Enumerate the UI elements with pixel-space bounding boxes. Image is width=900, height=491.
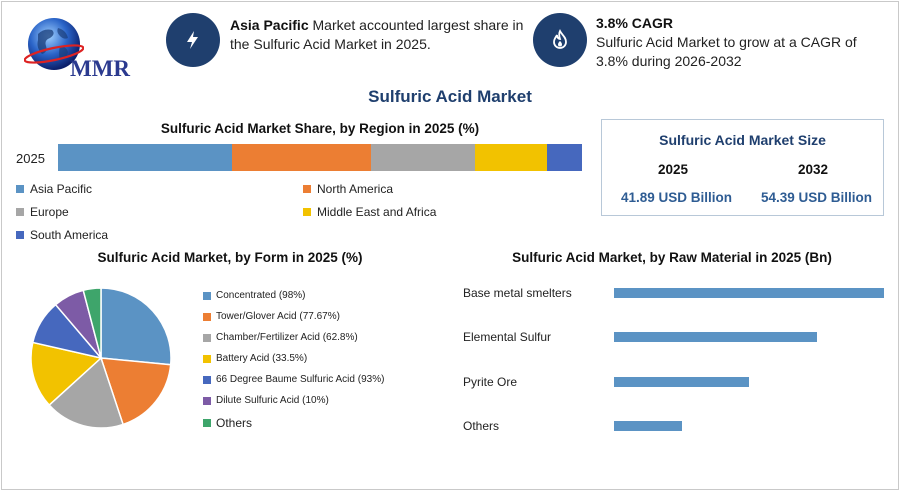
raw-bar-others (614, 421, 682, 431)
raw-label-others: Others (463, 419, 500, 433)
form-pie-chart (30, 287, 172, 429)
bar-segment-asia-pacific (58, 144, 233, 171)
pie-legend-item-chamber-fertilizer-acid-62-8: Chamber/Fertilizer Acid (62.8%) (203, 332, 358, 343)
region-highlight-text: Asia Pacific Market accounted largest sh… (230, 16, 530, 54)
pie-slice-chamber-fertilizer-acid-62-8 (48, 356, 125, 429)
legend-label: Chamber/Fertilizer Acid (62.8%) (216, 332, 358, 343)
cagr-title: 3.8% CAGR (596, 15, 674, 31)
legend-swatch (16, 208, 24, 216)
pie-legend-item-66-degree-baume-sulfuric-acid-93: 66 Degree Baume Sulfuric Acid (93%) (203, 374, 384, 385)
legend-swatch (203, 291, 211, 300)
legend-item-north-america: North America (303, 182, 393, 196)
legend-label: Others (216, 416, 253, 430)
pie-slice-others (82, 287, 102, 359)
legend-label: Battery Acid (33.5%) (216, 353, 308, 364)
lightning-icon (166, 13, 220, 67)
raw-bar-elemental-sulfur (614, 332, 817, 342)
legend-label: Concentrated (98%) (216, 290, 306, 301)
legend-label: 66 Degree Baume Sulfuric Acid (93%) (216, 374, 385, 385)
legend-swatch (16, 185, 24, 193)
cagr-text: Sulfuric Acid Market to grow at a CAGR o… (596, 34, 857, 69)
legend-item-asia-pacific: Asia Pacific (16, 182, 92, 196)
raw-label-base-metal-smelters: Base metal smelters (463, 286, 572, 300)
legend-label: South America (30, 228, 109, 242)
form-chart-title: Sulfuric Acid Market, by Form in 2025 (%… (97, 250, 363, 265)
legend-label: Europe (30, 205, 69, 219)
size-year-2025: 2025 (658, 162, 689, 177)
bar-segment-middle-east-and-africa (475, 144, 547, 171)
pie-legend-item-concentrated-98: Concentrated (98%) (203, 290, 306, 301)
legend-swatch (203, 333, 211, 342)
flame-icon (533, 13, 587, 67)
pie-slice-battery-acid-33-5 (30, 341, 103, 407)
legend-swatch (16, 231, 24, 239)
pie-legend-item-dilute-sulfuric-acid-10: Dilute Sulfuric Acid (10%) (203, 395, 329, 406)
legend-item-south-america: South America (16, 228, 108, 242)
legend-label: Middle East and Africa (317, 205, 437, 219)
legend-swatch (203, 312, 211, 321)
legend-item-europe: Europe (16, 205, 69, 219)
legend-swatch (203, 375, 211, 384)
raw-chart-title: Sulfuric Acid Market, by Raw Material in… (512, 250, 832, 265)
size-value-2025: 41.89 USD Billion (621, 190, 733, 205)
main-title: Sulfuric Acid Market (368, 87, 532, 106)
size-year-2032: 2032 (798, 162, 829, 177)
pie-slice-tower-glover-acid-77-67 (99, 357, 172, 426)
legend-label: North America (317, 182, 394, 196)
legend-swatch (303, 208, 311, 216)
region-year-label: 2025 (16, 151, 45, 166)
region-stacked-bar (58, 144, 582, 171)
market-size-box: Sulfuric Acid Market Size 2025 2032 41.8… (601, 119, 884, 216)
logo-text: MMR (70, 56, 131, 81)
legend-swatch (203, 354, 211, 363)
raw-label-elemental-sulfur: Elemental Sulfur (463, 330, 552, 344)
mmr-logo: MMR (14, 12, 144, 82)
raw-bar-base-metal-smelters (614, 288, 884, 298)
bar-segment-europe (371, 144, 476, 171)
legend-swatch (303, 185, 311, 193)
raw-label-pyrite-ore: Pyrite Ore (463, 375, 518, 389)
market-size-title: Sulfuric Acid Market Size (659, 132, 826, 148)
legend-item-middle-east-and-africa: Middle East and Africa (303, 205, 436, 219)
region-chart-title: Sulfuric Acid Market Share, by Region in… (160, 121, 480, 136)
legend-label: Dilute Sulfuric Acid (10%) (216, 395, 329, 406)
legend-swatch (203, 396, 211, 405)
globe-icon (24, 18, 84, 70)
legend-label: Tower/Glover Acid (77.67%) (216, 311, 340, 322)
bar-segment-north-america (232, 144, 372, 171)
pie-legend-item-others: Others (203, 416, 252, 430)
region-highlight-rest: Market accounted largest share in the Su… (230, 17, 524, 52)
bar-segment-south-america (546, 144, 582, 171)
pie-legend-item-tower-glover-acid-77-67: Tower/Glover Acid (77.67%) (203, 311, 340, 322)
size-value-2032: 54.39 USD Billion (761, 190, 873, 205)
pie-slice-concentrated-98 (100, 287, 172, 366)
legend-swatch (203, 419, 211, 427)
region-highlight-bold: Asia Pacific (230, 17, 309, 33)
pie-legend-item-battery-acid-33-5: Battery Acid (33.5%) (203, 353, 307, 364)
legend-label: Asia Pacific (30, 182, 93, 196)
raw-bar-pyrite-ore (614, 377, 749, 387)
cagr-block: 3.8% CAGR Sulfuric Acid Market to grow a… (596, 14, 876, 71)
